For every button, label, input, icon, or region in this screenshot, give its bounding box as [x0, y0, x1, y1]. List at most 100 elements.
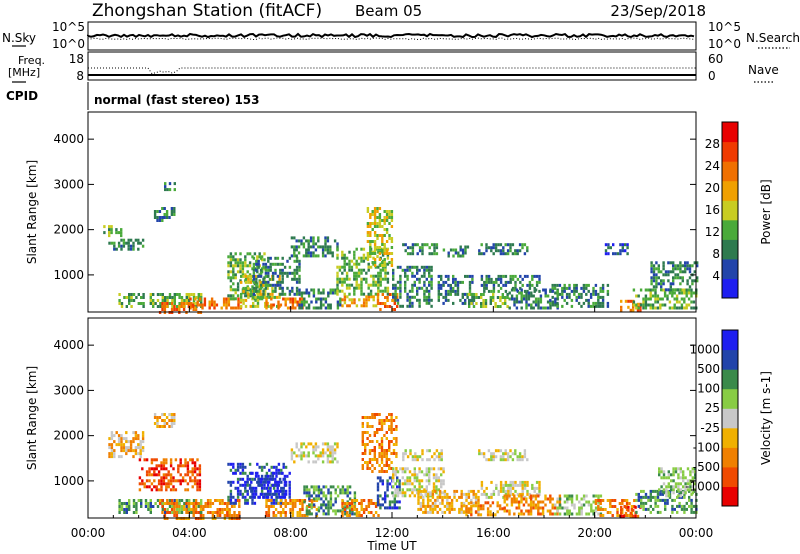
heatmap-cell — [599, 514, 602, 517]
heatmap-cell — [383, 449, 386, 452]
heatmap-cell — [348, 259, 351, 263]
heatmap-cell — [489, 504, 492, 508]
date-label: 23/Sep/2018 — [610, 2, 706, 20]
heatmap-cell — [628, 514, 631, 517]
heatmap-cell — [239, 300, 243, 304]
heatmap-cell — [464, 298, 467, 302]
heatmap-cell — [587, 283, 590, 287]
heatmap-cell — [637, 498, 640, 502]
heatmap-cell — [293, 271, 296, 275]
heatmap-cell — [362, 301, 366, 305]
heatmap-cell — [277, 511, 280, 514]
heatmap-cell — [522, 497, 526, 501]
heatmap-cell — [192, 511, 195, 514]
heatmap-cell — [401, 268, 404, 272]
heatmap-cell — [249, 292, 252, 296]
heatmap-cell — [369, 255, 372, 258]
heatmap-cell — [432, 467, 436, 471]
heatmap-cell — [685, 306, 688, 310]
heatmap-cell — [417, 498, 420, 502]
heatmap-cell — [381, 225, 384, 228]
heatmap-cell — [665, 485, 668, 489]
heatmap-cell — [680, 507, 684, 511]
heatmap-cell — [141, 440, 145, 444]
heatmap-cell — [556, 297, 559, 301]
heatmap-cell — [130, 296, 133, 299]
heatmap-cell — [276, 483, 279, 487]
heatmap-cell — [411, 455, 415, 459]
heatmap-cell — [336, 256, 339, 260]
heatmap-cell — [656, 489, 660, 493]
heatmap-cell — [128, 502, 131, 505]
heatmap-cell — [525, 509, 528, 513]
heatmap-cell — [580, 295, 583, 299]
heatmap-cell — [263, 465, 266, 469]
heatmap-cell — [580, 503, 583, 507]
heatmap-cell — [234, 288, 237, 292]
heatmap-cell — [210, 303, 214, 307]
heatmap-cell — [688, 285, 692, 289]
heatmap-cell — [144, 505, 148, 508]
heatmap-cell — [424, 504, 427, 508]
heatmap-cell — [662, 282, 665, 286]
heatmap-cell — [516, 458, 519, 462]
heatmap-cell — [173, 302, 176, 305]
heatmap-cell — [635, 306, 638, 310]
heatmap-cell — [592, 292, 595, 296]
heatmap-cell — [395, 455, 398, 458]
heatmap-cell — [160, 482, 163, 486]
heatmap-cell — [460, 510, 463, 514]
heatmap-cell — [367, 268, 370, 272]
heatmap-cell — [110, 455, 114, 459]
heatmap-cell — [341, 304, 344, 308]
heatmap-cell — [317, 454, 320, 458]
heatmap-cell — [373, 258, 377, 261]
heatmap-cell — [166, 511, 169, 514]
heatmap-cell — [379, 280, 382, 284]
heatmap-cell — [223, 508, 227, 511]
heatmap-cell — [594, 289, 598, 293]
heatmap-cell — [190, 293, 193, 296]
heatmap-cell — [666, 501, 669, 505]
heatmap-cell — [266, 492, 270, 496]
heatmap-cell — [233, 511, 236, 514]
heatmap-cell — [660, 467, 663, 471]
heatmap-cell — [274, 483, 277, 487]
heatmap-cell — [606, 301, 610, 305]
heatmap-cell — [568, 494, 571, 498]
heatmap-cell — [589, 295, 593, 299]
heatmap-cell — [430, 243, 434, 247]
heatmap-cell — [236, 261, 240, 265]
heatmap-cell — [515, 500, 518, 504]
heatmap-cell — [173, 296, 176, 299]
heatmap-cell — [480, 483, 484, 487]
heatmap-cell — [563, 494, 567, 498]
colorbar-swatch — [722, 486, 738, 507]
heatmap-cell — [686, 282, 689, 286]
heatmap-cell — [334, 512, 337, 516]
heatmap-cell — [601, 508, 605, 511]
heatmap-cell — [234, 252, 237, 256]
heatmap-cell — [225, 306, 228, 310]
heatmap-cell — [652, 270, 656, 274]
heatmap-cell — [675, 306, 679, 310]
heatmap-cell — [249, 274, 252, 278]
heatmap-cell — [149, 511, 152, 514]
heatmap-cell — [254, 492, 258, 496]
heatmap-cell — [298, 265, 301, 269]
heatmap-cell — [388, 443, 391, 446]
heatmap-cell — [257, 259, 260, 263]
heatmap-cell — [298, 499, 302, 502]
heatmap-cell — [399, 283, 402, 287]
heatmap-cell — [275, 501, 278, 505]
heatmap-cell — [153, 416, 157, 419]
heatmap-cell — [426, 510, 430, 514]
heatmap-cell — [239, 477, 242, 481]
heatmap-cell — [371, 210, 374, 213]
heatmap-cell — [395, 428, 398, 431]
heatmap-cell — [418, 298, 421, 302]
heatmap-cell — [247, 274, 250, 278]
heatmap-cell — [193, 470, 197, 474]
heatmap-cell — [241, 261, 245, 265]
heatmap-cell — [260, 474, 264, 478]
